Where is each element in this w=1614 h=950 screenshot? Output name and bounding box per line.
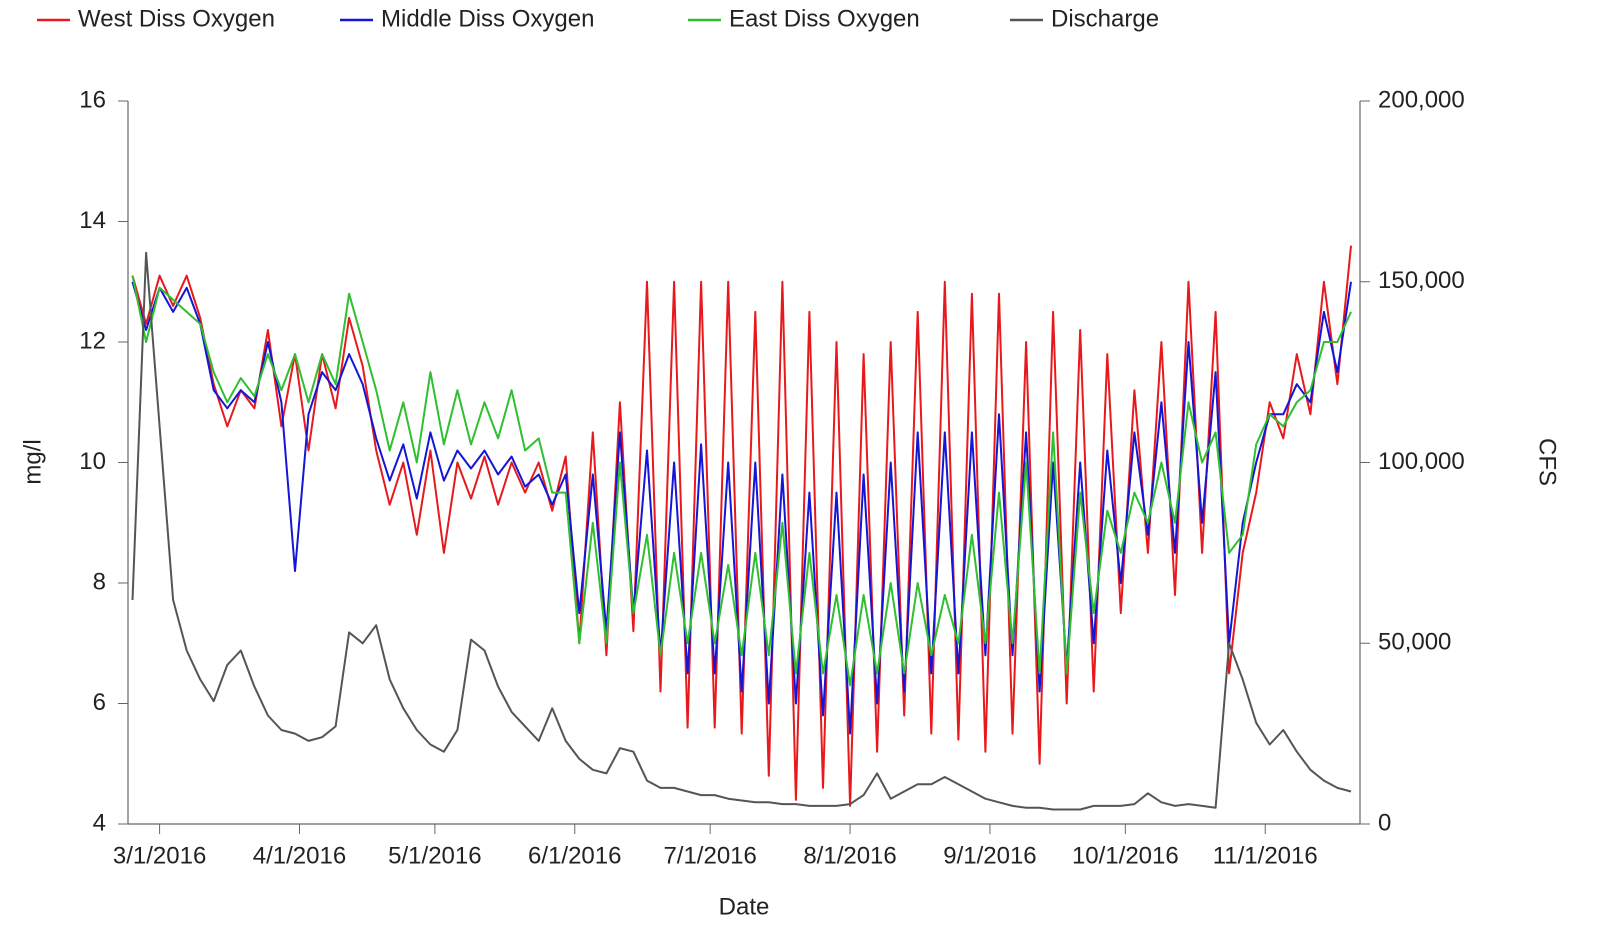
y-tick-label: 8: [93, 568, 106, 595]
y-tick-label: 16: [79, 86, 106, 113]
y2-axis-label: CFS: [1534, 438, 1561, 486]
series-line: [131, 275, 1352, 687]
y-tick-label: 6: [93, 689, 106, 716]
series-line: [131, 251, 1352, 811]
x-tick-label: 3/1/2016: [113, 842, 206, 869]
y-tick-label: 12: [79, 327, 106, 354]
x-tick-label: 8/1/2016: [803, 842, 896, 869]
y-tick-label: 10: [79, 448, 106, 475]
legend-label: West Diss Oxygen: [78, 5, 275, 32]
x-tick-label: 7/1/2016: [663, 842, 756, 869]
y2-tick-label: 150,000: [1378, 267, 1465, 294]
legend-label: Discharge: [1051, 5, 1159, 32]
x-tick-label: 4/1/2016: [253, 842, 346, 869]
x-tick-label: 6/1/2016: [528, 842, 621, 869]
y-tick-label: 14: [79, 207, 106, 234]
y2-tick-label: 50,000: [1378, 629, 1451, 656]
x-axis-label: Date: [719, 893, 770, 920]
y2-tick-label: 0: [1378, 809, 1391, 836]
y2-tick-label: 100,000: [1378, 448, 1465, 475]
series-line: [131, 281, 1352, 735]
y-tick-label: 4: [93, 809, 106, 836]
x-tick-label: 11/1/2016: [1213, 842, 1318, 869]
x-tick-label: 10/1/2016: [1072, 842, 1179, 869]
series-line: [131, 245, 1352, 807]
legend-label: East Diss Oxygen: [729, 5, 920, 32]
legend-label: Middle Diss Oxygen: [381, 5, 594, 32]
y-axis-label: mg/l: [19, 439, 46, 484]
x-tick-label: 9/1/2016: [943, 842, 1036, 869]
x-tick-label: 5/1/2016: [388, 842, 481, 869]
y2-tick-label: 200,000: [1378, 86, 1465, 113]
